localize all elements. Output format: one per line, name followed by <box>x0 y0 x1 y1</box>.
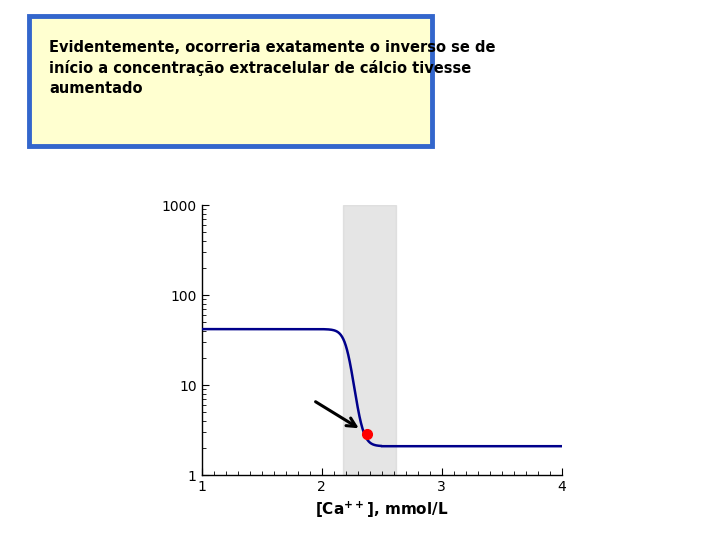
Text: Evidentemente, ocorreria exatamente o inverso se de
início a concentração extrac: Evidentemente, ocorreria exatamente o in… <box>49 39 495 96</box>
X-axis label: $\mathbf{[Ca^{++}]}$, mmol/L: $\mathbf{[Ca^{++}]}$, mmol/L <box>315 500 449 520</box>
Bar <box>343 205 396 475</box>
FancyBboxPatch shape <box>29 16 432 146</box>
